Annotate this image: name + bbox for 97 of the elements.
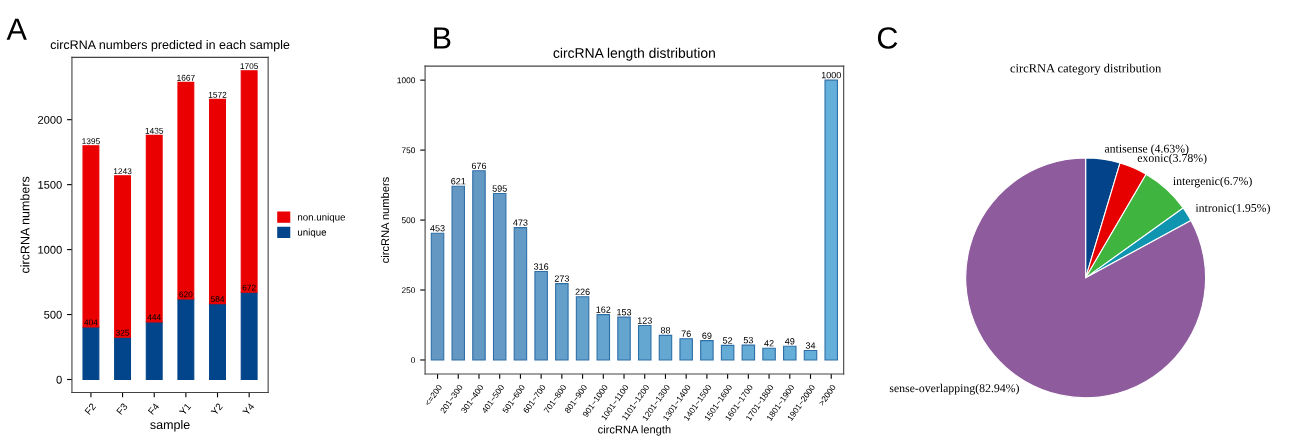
- bar: [209, 98, 226, 305]
- bar: [451, 185, 466, 361]
- bar: [240, 291, 258, 381]
- y-tick-label: 0: [411, 357, 416, 364]
- x-axis-title: sample: [150, 419, 190, 432]
- y-tick-label: 1000: [38, 245, 62, 254]
- slice-label: intronic(1.95%): [1195, 203, 1270, 215]
- x-tick-label: F3: [116, 402, 128, 415]
- data-label: 473: [513, 219, 528, 226]
- chart-title: circRNA length distribution: [553, 47, 715, 61]
- bar: [783, 345, 797, 361]
- data-label: 1572: [208, 91, 227, 98]
- bar: [824, 79, 838, 361]
- bar: [492, 192, 507, 361]
- data-label: 88: [660, 327, 671, 334]
- data-label: 1435: [145, 127, 164, 134]
- data-label: 52: [722, 337, 733, 344]
- bar: [700, 340, 714, 361]
- slice-label: sense-overlapping(82.94%): [889, 383, 1019, 395]
- bar: [741, 344, 756, 361]
- bar: [803, 349, 818, 361]
- bar: [177, 81, 195, 300]
- data-label: 595: [492, 185, 507, 192]
- y-tick-label: 1500: [38, 180, 62, 189]
- bar: [82, 326, 100, 381]
- bar: [596, 314, 611, 361]
- bar: [240, 70, 258, 293]
- slice-label: intergenic(6.7%): [1173, 176, 1252, 188]
- bar: [679, 338, 693, 361]
- bar: [472, 170, 486, 361]
- bar: [555, 283, 569, 361]
- data-label: 42: [764, 340, 774, 347]
- text: C: [877, 27, 898, 49]
- legend-label: non.unique: [298, 213, 346, 223]
- bar: [430, 232, 445, 361]
- data-label: 123: [637, 317, 652, 324]
- y-axis-title: circRNA numbers: [20, 176, 30, 273]
- data-label: 444: [147, 314, 161, 321]
- y-tick-label: 250: [401, 287, 416, 294]
- x-tick-label: Y4: [242, 402, 255, 416]
- text: A: [6, 18, 27, 40]
- bar: [114, 175, 132, 338]
- data-label: 53: [743, 336, 753, 344]
- y-axis-title: circRNA numbers: [380, 177, 390, 263]
- bar: [534, 270, 548, 361]
- y-tick-label: 0: [56, 375, 62, 384]
- bar: [658, 334, 673, 361]
- bar: [575, 296, 590, 361]
- x-tick-label: F2: [84, 402, 97, 415]
- data-label: 273: [554, 275, 569, 282]
- bar: [82, 145, 100, 328]
- x-axis-title: circRNA length: [598, 425, 671, 436]
- x-tick-label: F4: [147, 402, 160, 415]
- slice-label: antisense (4.63%): [1104, 144, 1189, 155]
- bar: [145, 134, 163, 323]
- y-tick-label: 2000: [38, 115, 62, 124]
- data-label: 49: [784, 338, 795, 345]
- data-label: 69: [702, 332, 712, 339]
- data-label: 621: [451, 178, 466, 185]
- chart-title: circRNA numbers predicted in each sample: [50, 39, 290, 52]
- data-label: 676: [471, 162, 487, 170]
- bar: [762, 347, 776, 361]
- y-tick-label: 1000: [397, 77, 416, 84]
- data-label: 1705: [240, 63, 259, 70]
- bar: [637, 325, 652, 361]
- y-tick-label: 750: [401, 147, 416, 154]
- chart-title: circRNA category distribution: [1010, 63, 1162, 76]
- data-label: 76: [681, 330, 691, 337]
- data-label: 620: [179, 291, 193, 298]
- data-label: 34: [805, 342, 816, 349]
- data-label: 404: [84, 319, 98, 326]
- data-label: 153: [617, 308, 632, 316]
- x-tick-label: Y1: [178, 402, 192, 416]
- bar: [209, 303, 226, 381]
- x-tick-label: Y2: [210, 402, 223, 416]
- data-label: 226: [575, 288, 590, 295]
- data-label: 453: [430, 225, 445, 232]
- data-label: 1243: [113, 168, 132, 175]
- bar: [177, 298, 195, 381]
- data-label: 672: [242, 284, 256, 291]
- legend-label: unique: [297, 228, 327, 238]
- data-label: 162: [596, 306, 611, 313]
- y-tick-label: 500: [401, 217, 416, 224]
- y-tick-label: 500: [44, 310, 62, 319]
- data-label: 1000: [821, 71, 841, 79]
- data-label: 316: [533, 263, 549, 270]
- bar: [114, 336, 132, 381]
- data-label: 1667: [177, 74, 195, 81]
- data-label: 584: [210, 296, 225, 302]
- text: B: [434, 27, 451, 49]
- bar: [145, 321, 163, 381]
- data-label: 325: [115, 329, 130, 336]
- slice-label: exonic(3.78%): [1137, 153, 1207, 165]
- bar: [513, 227, 528, 361]
- bar: [720, 344, 735, 361]
- bar: [617, 316, 631, 361]
- data-label: 1395: [82, 138, 100, 145]
